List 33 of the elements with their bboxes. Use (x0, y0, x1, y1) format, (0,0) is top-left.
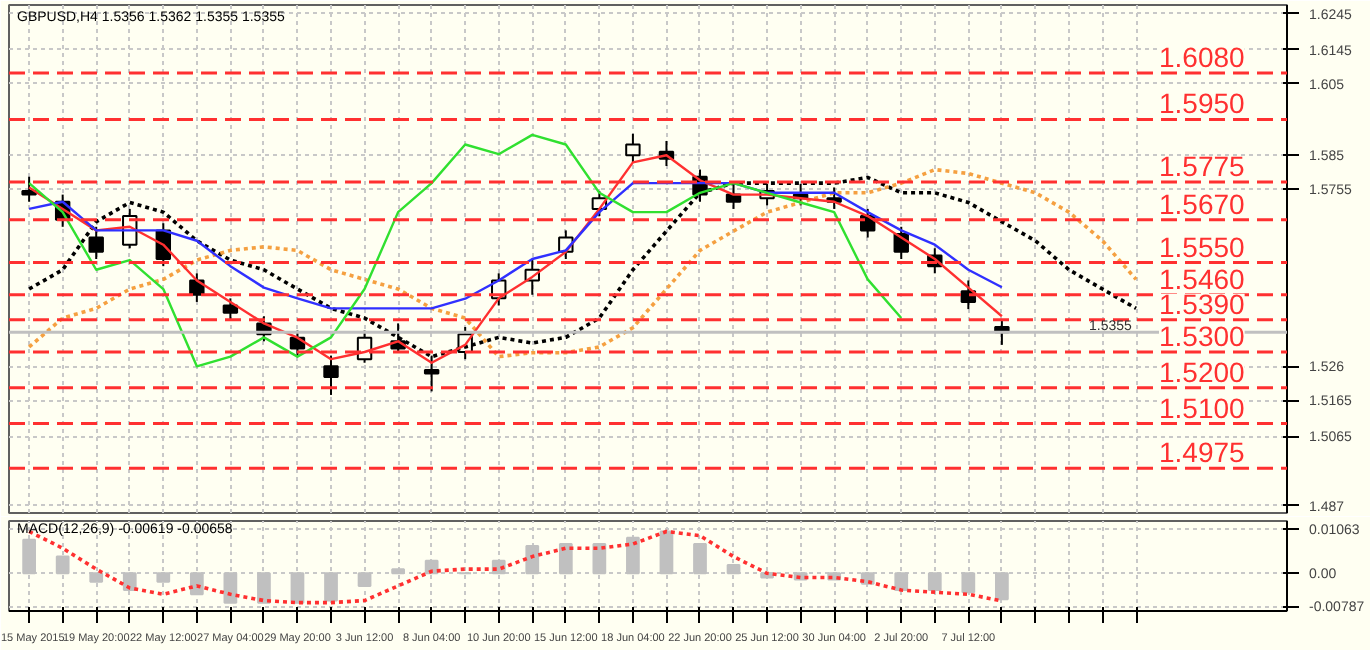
ref-line-label: 1.5100 (1159, 391, 1246, 424)
bar (558, 543, 573, 575)
bar (391, 568, 405, 575)
bar (995, 572, 1009, 601)
candlestick (323, 354, 339, 396)
bar (189, 572, 204, 596)
candlestick (625, 132, 641, 164)
candlestick (21, 175, 37, 203)
bar (324, 572, 338, 602)
line-series (27, 133, 903, 368)
ref-line-label: 1.5670 (1159, 187, 1246, 220)
bar (525, 545, 540, 575)
bar (55, 555, 70, 575)
bar (89, 572, 104, 583)
ref-line-label: 1.5950 (1159, 87, 1246, 120)
ref-line-label: 1.5200 (1159, 355, 1246, 388)
ref-line-label: 1.4975 (1159, 436, 1246, 469)
bar (592, 543, 607, 575)
bar (357, 572, 372, 587)
ref-line-label: 1.6080 (1159, 40, 1246, 73)
ref-line-label: 1.5775 (1159, 150, 1246, 183)
candlestick (222, 297, 239, 321)
bar (156, 572, 171, 583)
candlestick (88, 225, 104, 260)
bar (894, 572, 909, 592)
ref-line-label: 1.5300 (1159, 320, 1246, 353)
bar (726, 563, 741, 575)
bar (927, 572, 942, 592)
bar (961, 572, 976, 594)
bar (122, 572, 137, 592)
bar (626, 536, 640, 575)
bar (693, 543, 707, 575)
ref-line-label: 1.5550 (1159, 230, 1246, 263)
